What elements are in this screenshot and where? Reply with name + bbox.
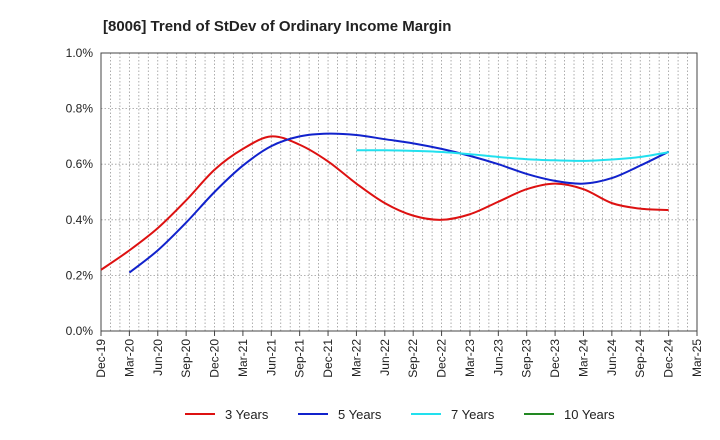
legend: 3 Years 5 Years 7 Years 10 Years: [185, 407, 615, 422]
x-tick-label: Dec-19: [94, 339, 108, 378]
x-tick-label: Sep-20: [179, 339, 193, 378]
legend-label-10-years: 10 Years: [564, 407, 615, 422]
x-tick-label: Dec-22: [435, 339, 449, 378]
x-tick-label: Mar-23: [463, 339, 477, 377]
y-tick-label: 1.0%: [66, 46, 94, 60]
x-tick-label: Mar-22: [349, 339, 363, 377]
x-tick-label: Jun-23: [491, 339, 505, 376]
x-tick-label: Sep-21: [293, 339, 307, 378]
x-tick-label: Dec-20: [208, 339, 222, 378]
y-tick-label: 0.0%: [66, 324, 94, 338]
x-tick-label: Sep-23: [520, 339, 534, 378]
series-line-3-years: [100, 135, 669, 271]
series-line-7-years: [356, 149, 669, 162]
plot-background: [101, 53, 697, 331]
plot-frame: [100, 52, 698, 332]
x-tick-label: Mar-20: [122, 339, 136, 377]
x-tick-label: Mar-24: [576, 339, 590, 377]
x-tick-label: Jun-21: [264, 339, 278, 376]
x-tick-label: Sep-22: [406, 339, 420, 378]
y-tick-label: 0.8%: [66, 102, 94, 116]
plot-area: 0.0% 0.2% 0.4% 0.6% 0.8% 1.0% Dec-19 Mar-20 Jun-…: [66, 46, 704, 378]
x-tick-label: Mar-25: [690, 339, 704, 377]
series-line-5-years: [128, 132, 670, 274]
legend-label-7-years: 7 Years: [451, 407, 495, 422]
x-tick-label: Jun-24: [605, 339, 619, 376]
legend-label-3-years: 3 Years: [225, 407, 269, 422]
y-tick-label: 0.4%: [66, 213, 94, 227]
legend-label-5-years: 5 Years: [338, 407, 382, 422]
chart-title: [8006] Trend of StDev of Ordinary Income…: [103, 18, 451, 35]
x-tick-label: Dec-23: [548, 339, 562, 378]
x-tick-label: Dec-24: [662, 339, 676, 378]
x-tick-label: Sep-24: [633, 339, 647, 378]
x-tick-label: Jun-22: [378, 339, 392, 376]
y-tick-label: 0.2%: [66, 268, 94, 282]
x-tick-label: Dec-21: [321, 339, 335, 378]
x-tick-label: Jun-20: [151, 339, 165, 376]
y-tick-label: 0.6%: [66, 157, 94, 171]
x-tick-label: Mar-21: [236, 339, 250, 377]
